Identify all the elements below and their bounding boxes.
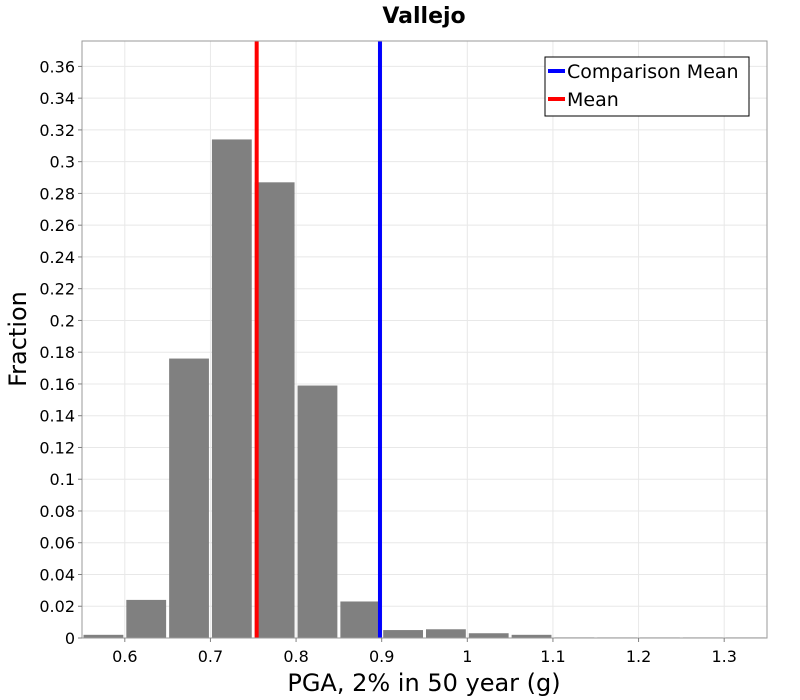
x-tick-label: 1 xyxy=(462,647,472,666)
legend-label: Comparison Mean xyxy=(567,61,739,83)
histogram-bar xyxy=(254,182,295,639)
y-tick-label: 0.14 xyxy=(39,407,75,426)
y-axis-label: Fraction xyxy=(4,291,32,387)
histogram-bar xyxy=(426,629,466,638)
chart-title: Vallejo xyxy=(382,4,465,29)
y-tick-label: 0.18 xyxy=(39,343,75,362)
histogram-bar xyxy=(297,385,338,638)
y-tick-label: 0.22 xyxy=(39,280,75,299)
y-tick-label: 0.26 xyxy=(39,216,75,235)
histogram-bar xyxy=(126,599,167,638)
histogram-bar xyxy=(340,601,381,638)
mean-lines xyxy=(254,41,382,638)
y-tick-label: 0.3 xyxy=(50,153,75,172)
legend: Comparison Mean Mean xyxy=(544,56,750,117)
y-tick-label: 0.36 xyxy=(39,57,75,76)
y-tick-label: 0.34 xyxy=(39,89,75,108)
legend-box xyxy=(544,56,750,117)
plot-frame xyxy=(81,40,768,639)
y-tick-label: 0.02 xyxy=(39,597,75,616)
y-axis: 0 0.02 0.04 0.06 0.08 0.1 0.12 0.14 0.16 0.18 0.2 0… xyxy=(39,57,82,648)
x-tick-label: 1.3 xyxy=(711,647,736,666)
legend-label: Mean xyxy=(567,89,619,111)
histogram-bar xyxy=(511,634,552,638)
histogram-bar xyxy=(83,634,124,638)
y-tick-label: 0.32 xyxy=(39,121,75,140)
y-tick-label: 0.28 xyxy=(39,184,75,203)
x-tick-label: 1.1 xyxy=(540,647,565,666)
histogram-bar xyxy=(211,139,252,639)
y-tick-label: 0.2 xyxy=(50,311,75,330)
x-tick-label: 0.7 xyxy=(198,647,223,666)
histogram-bar xyxy=(468,633,509,638)
histogram-bar xyxy=(169,358,209,638)
x-tick-label: 1.2 xyxy=(626,647,651,666)
histogram-bars xyxy=(83,139,766,639)
y-tick-label: 0 xyxy=(65,629,75,648)
y-tick-label: 0.06 xyxy=(39,534,75,553)
y-tick-label: 0.24 xyxy=(39,248,75,267)
x-tick-label: 0.9 xyxy=(369,647,394,666)
x-axis-label: PGA, 2% in 50 year (g) xyxy=(287,669,560,697)
histogram-bar xyxy=(383,630,423,638)
y-tick-label: 0.12 xyxy=(39,438,75,457)
x-tick-label: 0.6 xyxy=(112,647,137,666)
x-axis: 0.6 0.7 0.8 0.9 1 1.1 1.2 1.3 xyxy=(112,638,737,666)
x-tick-label: 0.8 xyxy=(283,647,308,666)
y-tick-label: 0.04 xyxy=(39,565,75,584)
y-tick-label: 0.16 xyxy=(39,375,75,394)
y-tick-label: 0.08 xyxy=(39,502,75,521)
y-tick-label: 0.1 xyxy=(50,470,75,489)
